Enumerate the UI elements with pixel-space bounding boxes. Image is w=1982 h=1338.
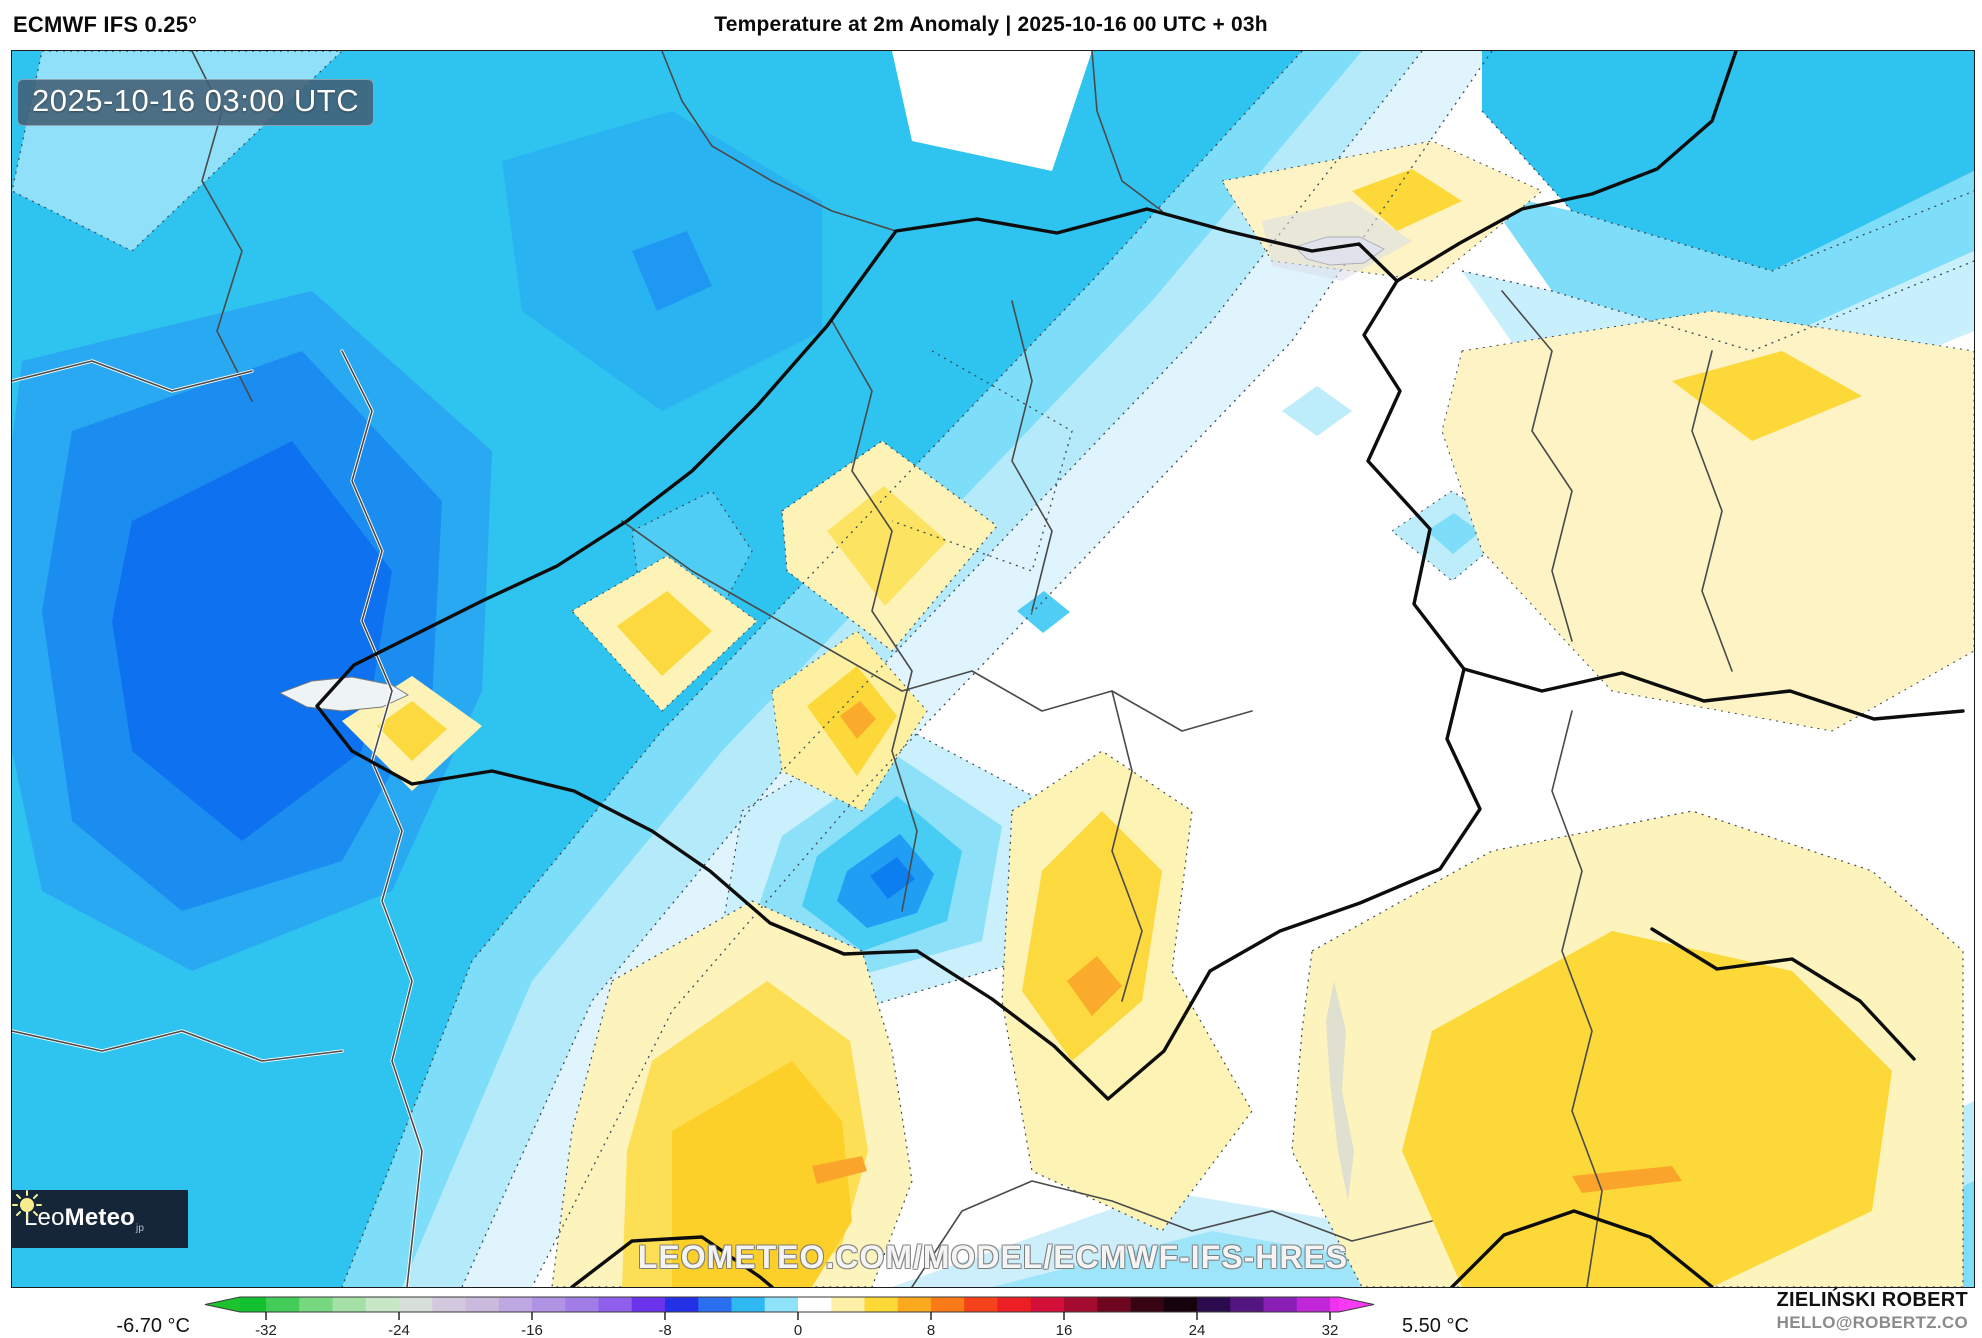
leometeo-brand: LeoMeteojp (24, 1204, 145, 1234)
colorbar-segment (1263, 1297, 1298, 1312)
colorbar-segment (1030, 1297, 1065, 1312)
watermark: LEOMETEO.COM/MODEL/ECMWF-IFS-HRES (637, 1239, 1349, 1275)
colorbar-tick-label: 8 (927, 1322, 935, 1338)
colorbar-segment (240, 1297, 267, 1312)
warm-anomaly-fills (342, 140, 1974, 1287)
colorbar-left-arrow (205, 1297, 240, 1312)
credit-name: ZIELIŃSKI ROBERT (1776, 1289, 1968, 1311)
colorbar: -32 -24 -16 -8 0 8 16 24 32 (204, 1296, 1375, 1338)
leometeo-logo: LeoMeteojp (12, 1190, 188, 1248)
timestamp-badge: 2025-10-16 03:00 UTC (17, 79, 375, 126)
colorbar-outline (204, 1296, 1375, 1313)
colorbar-segment (1097, 1297, 1132, 1312)
colorbar-segment (864, 1297, 899, 1312)
colorbar-segment (665, 1297, 699, 1312)
colorbar-tick-label: -16 (521, 1322, 543, 1338)
colorbar-segment (365, 1297, 400, 1312)
page-title: Temperature at 2m Anomaly | 2025-10-16 0… (714, 13, 1268, 36)
colorbar-segment (997, 1297, 1032, 1312)
credit-email: HELLO@ROBERTZ.CO (1776, 1313, 1968, 1332)
colorbar-segment (299, 1297, 334, 1312)
anomaly-map-graphic (12, 51, 1974, 1287)
colorbar-segment (798, 1297, 832, 1312)
contour-lines (341, 51, 1974, 1287)
colorbar-segment (399, 1297, 433, 1312)
colorbar-segment (266, 1297, 300, 1312)
colorbar-tick-label: 32 (1322, 1322, 1339, 1338)
sun-icon (12, 1190, 42, 1220)
colorbar-tick-label: -24 (388, 1322, 410, 1338)
colorbar-segment (831, 1297, 866, 1312)
colorbar-tick-label: 16 (1056, 1322, 1073, 1338)
colorbar-tick-label: 0 (794, 1322, 802, 1338)
national-borders (315, 51, 1965, 1287)
colorbar-segment (1163, 1297, 1198, 1312)
colorbar-max-label: 5.50 °C (1402, 1315, 1469, 1337)
model-label: ECMWF IFS 0.25° (13, 12, 198, 37)
colorbar-segment (731, 1297, 766, 1312)
colorbar-segment (565, 1297, 600, 1312)
anomaly-map: 2025-10-16 03:00 UTC LeoMeteojp LEOMETEO… (11, 50, 1975, 1288)
lakes (278, 201, 1412, 1201)
colorbar-tick-label: -32 (255, 1322, 277, 1338)
colorbar-tick-label: -8 (658, 1322, 671, 1338)
colorbar-min-label: -6.70 °C (116, 1315, 190, 1337)
colorbar-segment (764, 1297, 799, 1312)
colorbar-right-arrow (1339, 1297, 1374, 1312)
colorbar-segment (498, 1297, 533, 1312)
colorbar-segment (332, 1297, 367, 1312)
colorbar-segment (631, 1297, 666, 1312)
colorbar-segment (897, 1297, 932, 1312)
colorbar-segment (1064, 1297, 1098, 1312)
colorbar-segment (432, 1297, 467, 1312)
colorbar-segment (931, 1297, 965, 1312)
colorbar-segment (1330, 1297, 1340, 1312)
colorbar-segment (598, 1297, 633, 1312)
colorbar-segment (1197, 1297, 1231, 1312)
colorbar-tick-label: 24 (1189, 1322, 1206, 1338)
colorbar-segment (465, 1297, 500, 1312)
colorbar-segment (964, 1297, 999, 1312)
regional-borders (12, 51, 1733, 1287)
colorbar-segment (698, 1297, 733, 1312)
colorbar-segment (532, 1297, 566, 1312)
colorbar-segment (1230, 1297, 1265, 1312)
colorbar-segment (1296, 1297, 1331, 1312)
colorbar-segment (1130, 1297, 1165, 1312)
